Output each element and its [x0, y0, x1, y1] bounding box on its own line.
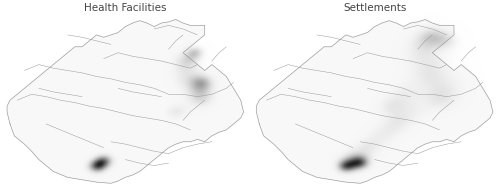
Title: Health Facilities: Health Facilities — [84, 3, 166, 13]
Polygon shape — [256, 20, 493, 183]
Title: Settlements: Settlements — [343, 3, 406, 13]
Polygon shape — [7, 20, 244, 183]
